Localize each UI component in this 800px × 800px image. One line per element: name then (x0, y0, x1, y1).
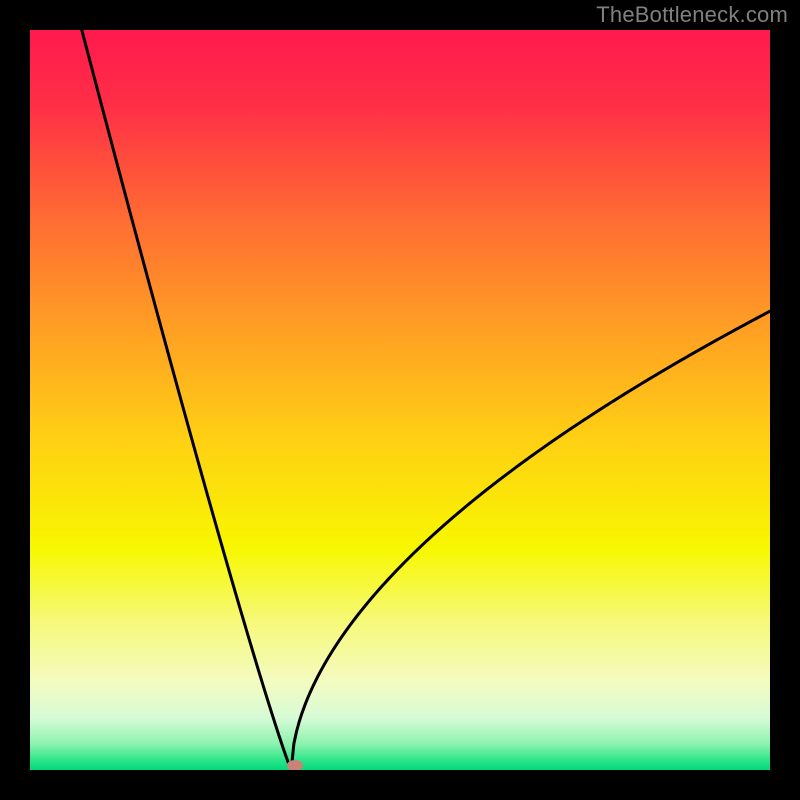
watermark-text: TheBottleneck.com (596, 2, 788, 28)
chart-frame: TheBottleneck.com (0, 0, 800, 800)
chart-svg (30, 30, 770, 770)
plot-area (30, 30, 770, 770)
